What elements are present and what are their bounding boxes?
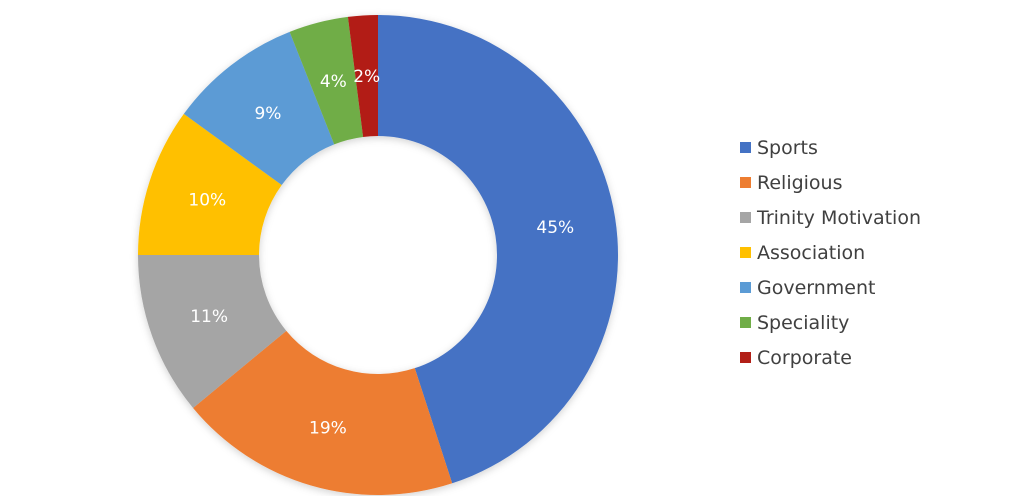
swatch-icon bbox=[740, 247, 751, 258]
slice-government bbox=[183, 31, 335, 186]
slice-trinity-motivation bbox=[138, 255, 287, 408]
data-label: 45% bbox=[536, 218, 574, 238]
legend-item-trinity-motivation: Trinity Motivation bbox=[740, 200, 921, 235]
data-label: 2% bbox=[353, 67, 380, 87]
legend-item-religious: Religious bbox=[740, 165, 921, 200]
slice-corporate bbox=[347, 15, 378, 137]
swatch-icon bbox=[740, 282, 751, 293]
swatch-icon bbox=[740, 177, 751, 188]
slice-association bbox=[138, 113, 282, 255]
slice-religious bbox=[193, 330, 453, 496]
data-label: 11% bbox=[190, 307, 228, 327]
legend-item-corporate: Corporate bbox=[740, 340, 921, 375]
legend-item-speciality: Speciality bbox=[740, 305, 921, 340]
swatch-icon bbox=[740, 317, 751, 328]
legend-item-association: Association bbox=[740, 235, 921, 270]
data-label: 10% bbox=[188, 191, 226, 211]
data-label: 4% bbox=[320, 72, 347, 92]
swatch-icon bbox=[740, 352, 751, 363]
data-label: 9% bbox=[254, 104, 281, 124]
slice-speciality bbox=[289, 16, 364, 145]
swatch-icon bbox=[740, 142, 751, 153]
data-label: 19% bbox=[309, 418, 347, 438]
swatch-icon bbox=[740, 212, 751, 223]
chart-legend: Sports Religious Trinity Motivation Asso… bbox=[740, 130, 921, 375]
legend-item-sports: Sports bbox=[740, 130, 921, 165]
slice-sports bbox=[378, 15, 619, 484]
legend-item-government: Government bbox=[740, 270, 921, 305]
